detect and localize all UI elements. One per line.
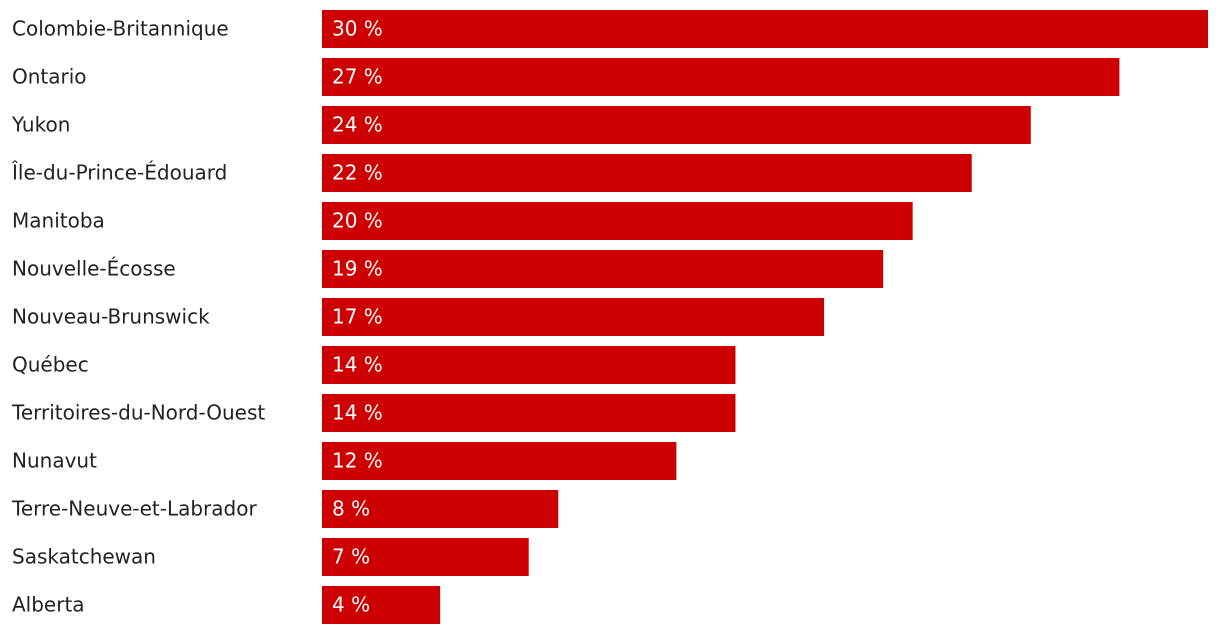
value-label: 14 %	[332, 353, 383, 377]
category-label: Manitoba	[12, 209, 105, 233]
value-label: 19 %	[332, 257, 383, 281]
bar	[322, 346, 736, 384]
bar	[322, 394, 736, 432]
value-label: 12 %	[332, 449, 383, 473]
bar	[322, 58, 1120, 96]
category-label: Ontario	[12, 65, 87, 89]
category-label: Nunavut	[12, 449, 97, 473]
bar	[322, 490, 559, 528]
category-label: Nouveau-Brunswick	[12, 305, 210, 329]
category-label: Saskatchewan	[12, 545, 156, 569]
bar	[322, 154, 972, 192]
value-label: 7 %	[332, 545, 370, 569]
value-label: 4 %	[332, 593, 370, 617]
category-label: Nouvelle-Écosse	[12, 257, 176, 281]
value-label: 14 %	[332, 401, 383, 425]
category-label: Colombie-Britannique	[12, 17, 229, 41]
bar	[322, 250, 884, 288]
category-label: Yukon	[11, 113, 70, 137]
bar	[322, 586, 441, 624]
bar	[322, 202, 913, 240]
category-label: Québec	[12, 353, 89, 377]
value-label: 20 %	[332, 209, 383, 233]
value-label: 27 %	[332, 65, 383, 89]
category-label: Île-du-Prince-Édouard	[11, 161, 227, 185]
value-label: 30 %	[332, 17, 383, 41]
value-label: 22 %	[332, 161, 383, 185]
value-label: 8 %	[332, 497, 370, 521]
value-label: 24 %	[332, 113, 383, 137]
bar	[322, 538, 529, 576]
category-label: Terre-Neuve-et-Labrador	[11, 497, 257, 521]
bar	[322, 10, 1208, 48]
bar	[322, 106, 1031, 144]
category-label: Territoires-du-Nord-Ouest	[11, 401, 265, 425]
bar	[322, 298, 825, 336]
bar	[322, 442, 677, 480]
value-label: 17 %	[332, 305, 383, 329]
category-label: Alberta	[12, 593, 85, 617]
